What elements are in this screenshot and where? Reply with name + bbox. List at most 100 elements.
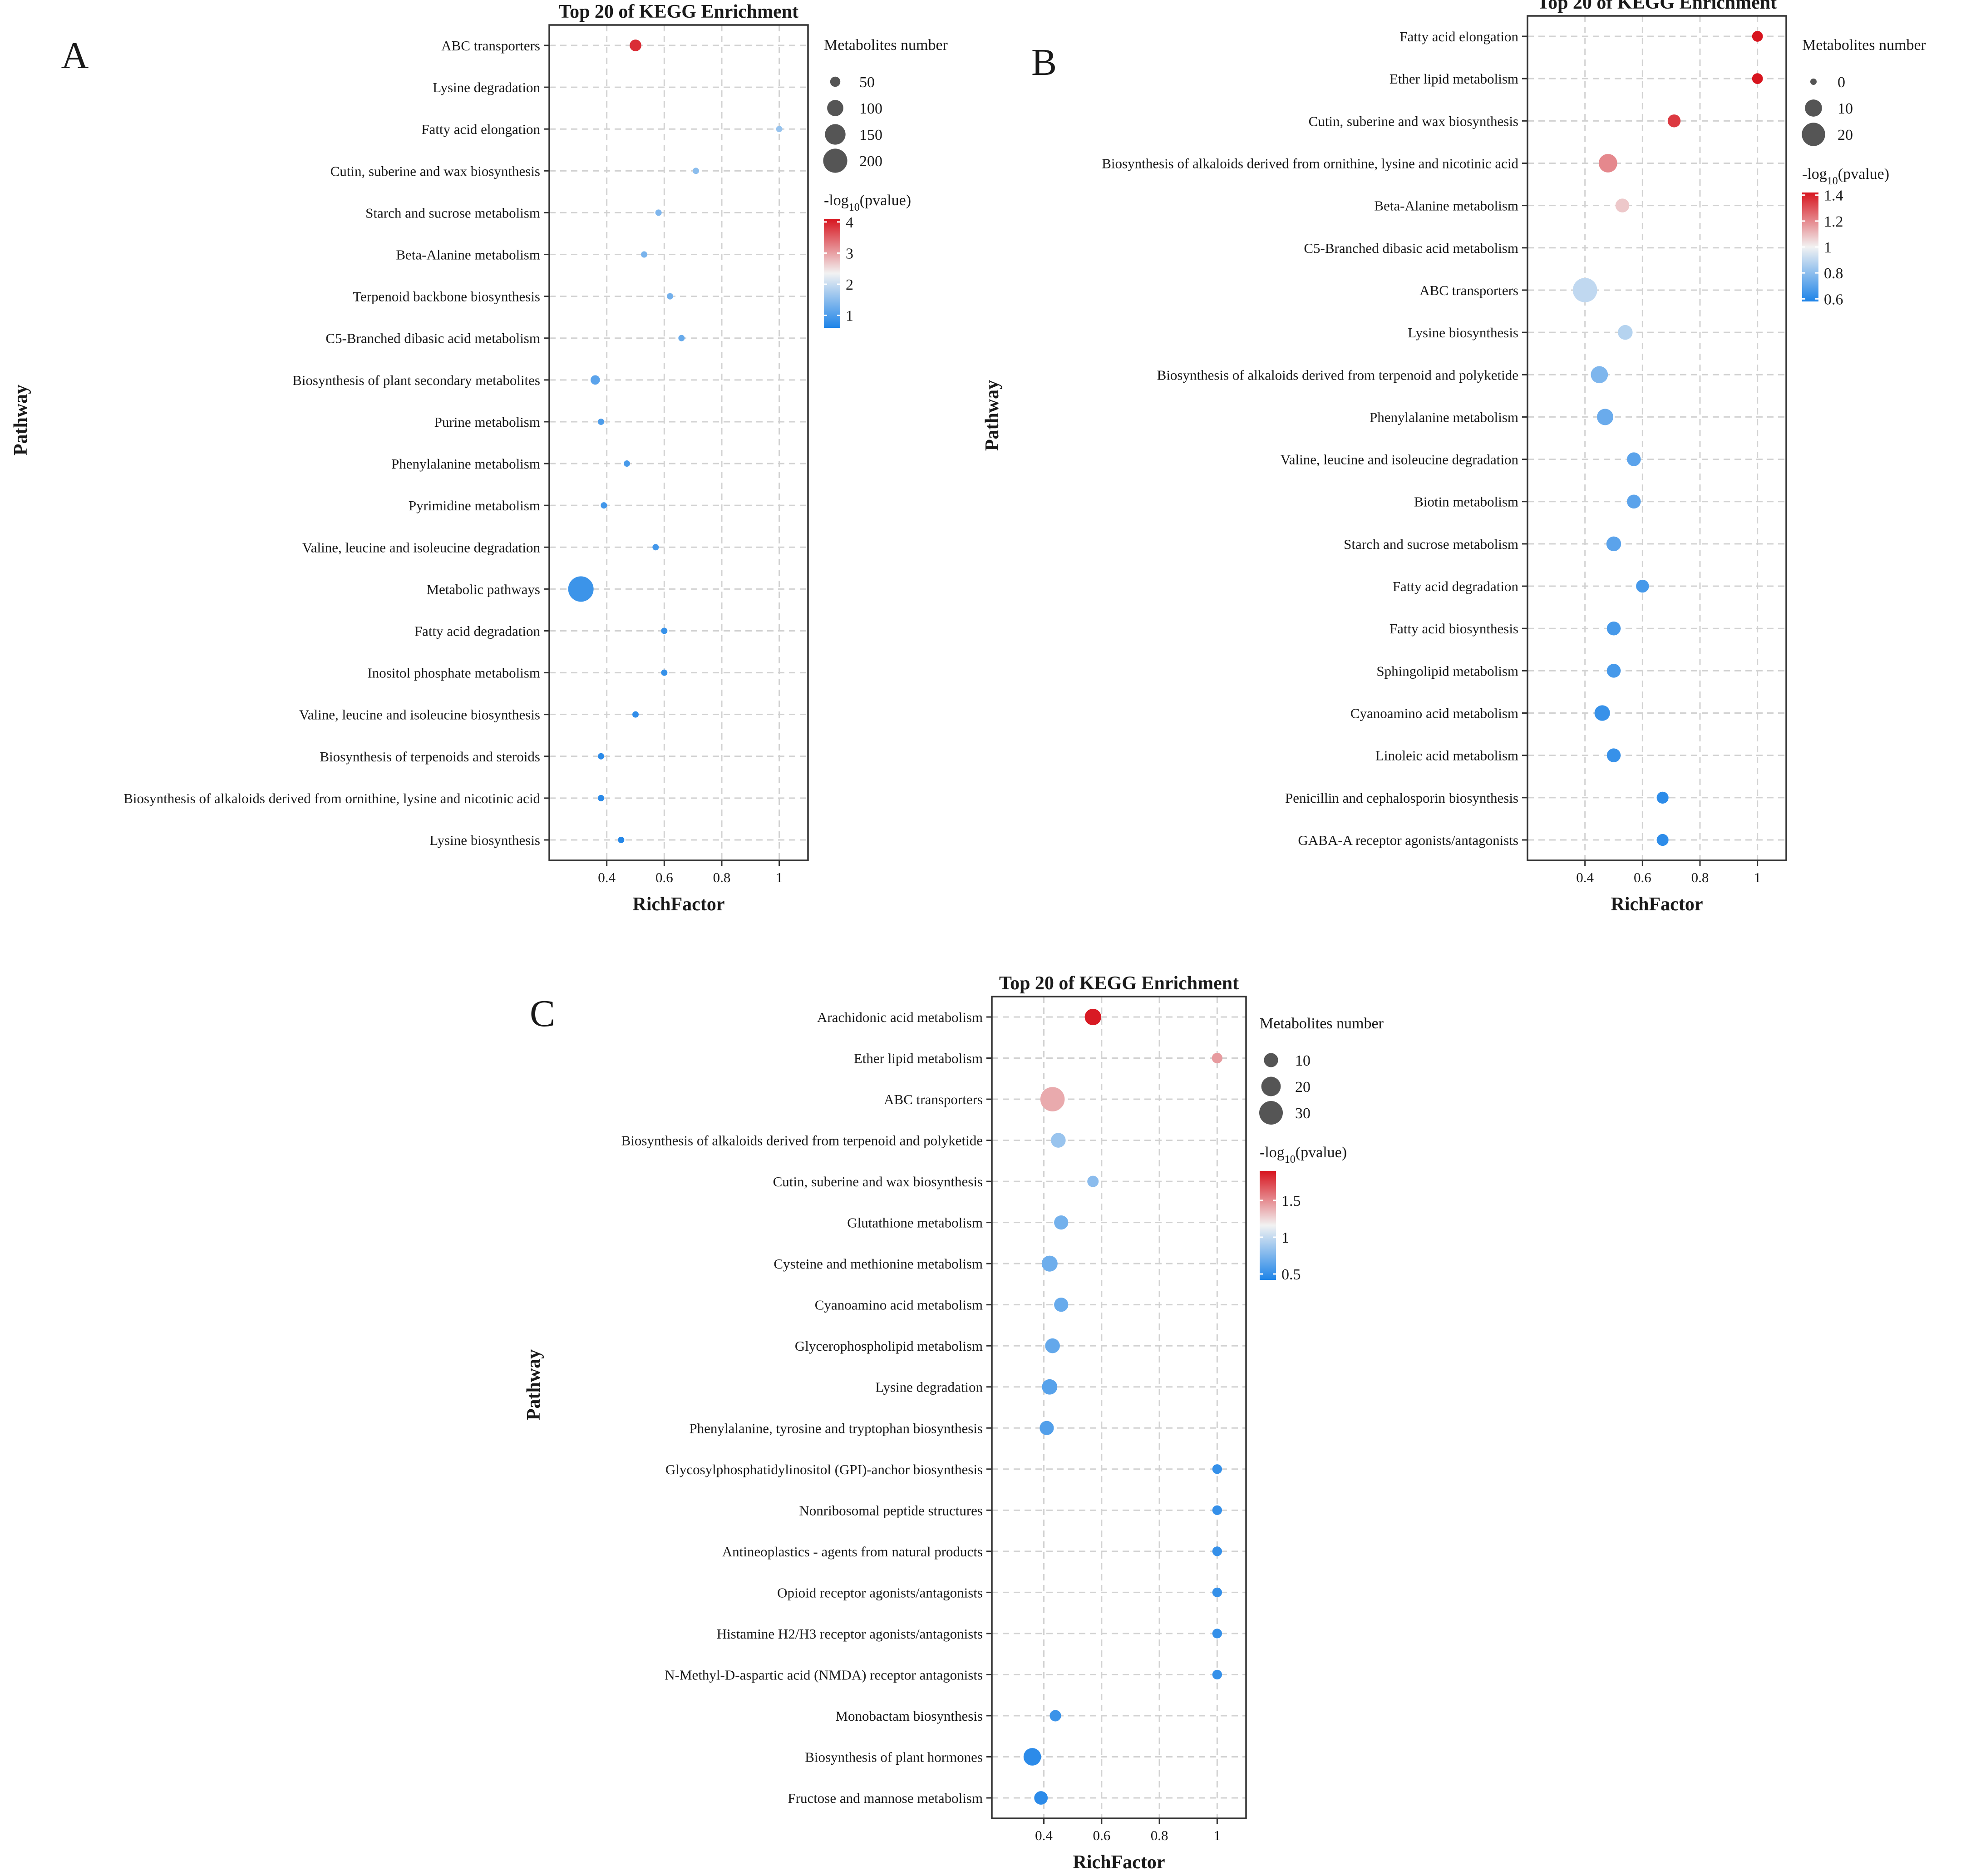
pathway-label: Cyanoamino acid metabolism [815, 1297, 983, 1313]
pathway-label: Purine metabolism [434, 414, 540, 430]
x-tick-label: 1 [776, 869, 783, 885]
pathway-label: Penicillin and cephalosporin biosynthesi… [1285, 790, 1518, 806]
color-bar-label: 1.2 [1824, 213, 1843, 230]
data-point [590, 375, 600, 385]
plot-frame [991, 996, 1247, 1819]
pathway-label: Beta-Alanine metabolism [1374, 198, 1518, 214]
data-point [1606, 748, 1621, 762]
legend: Metabolites number 50 100 150 200 -log10(pval… [823, 37, 948, 328]
x-axis-title: RichFactor [1073, 1852, 1165, 1873]
color-bar-label: 0.8 [1824, 265, 1843, 282]
pathway-label: Valine, leucine and isoleucine biosynthe… [299, 707, 540, 723]
data-point [661, 627, 668, 634]
pathway-label: ABC transporters [884, 1091, 983, 1107]
pathway-label: Antineoplastics - agents from natural pr… [722, 1544, 983, 1560]
pathway-label: Linoleic acid metabolism [1375, 748, 1518, 764]
pathway-label: Fatty acid degradation [1393, 578, 1519, 594]
data-point [1572, 278, 1597, 302]
data-point [1615, 198, 1630, 212]
pathway-label: Pyrimidine metabolism [409, 498, 540, 513]
data-point [618, 837, 625, 843]
pathway-label: Terpenoid backbone biosynthesis [353, 289, 540, 305]
data-point [1042, 1379, 1058, 1395]
pathway-label: Lysine biosynthesis [429, 832, 540, 848]
pathway-label: Opioid receptor agonists/antagonists [777, 1585, 983, 1600]
size-legend-dot [1802, 123, 1825, 146]
color-legend-title: -log10(pvalue) [1260, 1144, 1347, 1165]
data-point [1212, 1464, 1222, 1474]
x-tick-label: 0.8 [1151, 1827, 1168, 1843]
data-point [1034, 1791, 1048, 1805]
x-tick-label: 1 [1214, 1827, 1221, 1843]
panel-c: C Top 20 of KEGG Enrichment Arachidonic ac… [523, 973, 1384, 1873]
data-point [776, 126, 783, 133]
data-point [641, 251, 647, 258]
y-axis-title: Pathway [523, 1349, 544, 1420]
pathway-label: Glycerophospholipid metabolism [795, 1338, 983, 1354]
pathway-label: Valine, leucine and isoleucine degradati… [302, 539, 541, 555]
size-legend-dot [827, 100, 843, 116]
pathway-label: Cutin, suberine and wax biosynthesis [330, 163, 540, 179]
color-bar-label: 0.5 [1281, 1266, 1301, 1283]
pathway-label: Lysine biosynthesis [1408, 325, 1518, 341]
pathway-label: GABA-A receptor agonists/antagonists [1298, 832, 1518, 848]
data-point [1596, 409, 1614, 425]
data-point [601, 502, 607, 509]
data-point [1627, 494, 1641, 508]
color-bar-label: 1 [1824, 239, 1832, 256]
data-point [1212, 1629, 1222, 1639]
data-point [624, 460, 630, 467]
x-axis-title: RichFactor [633, 894, 725, 915]
data-point [1752, 31, 1763, 42]
data-point [598, 418, 604, 425]
data-point [1212, 1505, 1222, 1515]
pathway-label: Biotin metabolism [1414, 494, 1518, 510]
size-legend-label: 100 [859, 100, 882, 117]
data-point [1212, 1587, 1222, 1598]
x-tick-label: 0.6 [1634, 869, 1651, 885]
chart-title: Top 20 of KEGG Enrichment [999, 973, 1239, 994]
size-legend-dot [1810, 79, 1817, 85]
data-point [598, 753, 604, 760]
pathway-label: Arachidonic acid metabolism [817, 1009, 983, 1025]
pathway-label: Fatty acid elongation [421, 121, 540, 137]
panel-a: A Top 20 of KEGG Enrichment ABC transporte… [10, 1, 948, 915]
data-point [655, 209, 662, 216]
size-legend-dot [1259, 1101, 1283, 1125]
legend: Metabolites number 10 20 30 -log10(pvalue) 0.… [1259, 1015, 1384, 1283]
data-point [598, 795, 604, 801]
pathway-label: Starch and sucrose metabolism [365, 205, 540, 221]
data-point [661, 669, 668, 676]
data-point [1618, 325, 1633, 340]
data-point [568, 576, 594, 602]
data-point [632, 711, 639, 718]
x-axis-title: RichFactor [1611, 894, 1703, 915]
size-legend-label: 30 [1295, 1105, 1311, 1122]
size-legend-label: 150 [859, 127, 882, 143]
pathway-label: Monobactam biosynthesis [835, 1708, 983, 1724]
color-bar-label: 1.4 [1824, 188, 1843, 204]
pathway-label: Biosynthesis of plant hormones [805, 1749, 983, 1765]
size-legend-dot [1261, 1076, 1281, 1096]
pathway-label: Inositol phosphate metabolism [367, 665, 540, 681]
size-legend-dot [1264, 1053, 1278, 1067]
data-point [1040, 1087, 1065, 1111]
pathway-label: Sphingolipid metabolism [1376, 663, 1518, 679]
pathway-label: Lysine degradation [433, 79, 540, 95]
color-bar-label: 1 [1281, 1229, 1289, 1246]
data-point [1594, 705, 1610, 721]
panel-letter: A [61, 35, 89, 77]
data-point [1606, 536, 1621, 552]
data-point [1040, 1421, 1054, 1435]
color-legend-title: -log10(pvalue) [824, 192, 911, 213]
data-point [1606, 664, 1621, 678]
size-legend-dot [825, 124, 846, 145]
pathway-label: Cutin, suberine and wax biosynthesis [773, 1174, 983, 1190]
x-tick-label: 0.8 [1691, 869, 1709, 885]
pathway-label: Histamine H2/H3 receptor agonists/antago… [717, 1626, 983, 1642]
pathway-label: Fatty acid elongation [1399, 29, 1518, 44]
pathway-label: Ether lipid metabolism [1389, 71, 1518, 87]
x-tick-label: 0.4 [1035, 1827, 1053, 1843]
size-legend-title: Metabolites number [1260, 1015, 1384, 1032]
data-point [1591, 366, 1608, 384]
